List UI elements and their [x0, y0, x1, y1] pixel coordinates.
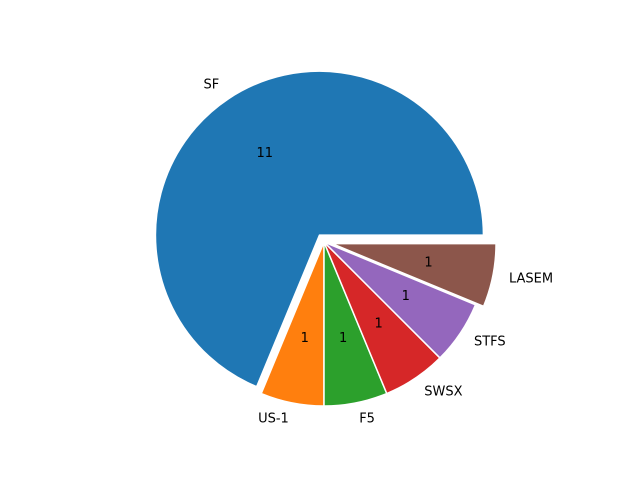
slice-label-f5: F5 — [359, 411, 375, 426]
slice-value-us-1: 1 — [301, 331, 309, 346]
slice-value-stfs: 1 — [402, 289, 410, 304]
slice-value-f5: 1 — [339, 331, 347, 346]
slice-label-lasem: LASEM — [509, 271, 553, 286]
slice-value-lasem: 1 — [424, 255, 432, 270]
slice-value-swsx: 1 — [375, 316, 383, 331]
slice-label-stfs: STFS — [474, 335, 506, 350]
slice-label-swsx: SWSX — [424, 384, 462, 399]
pie-labels: SF 11 US-1 1 F5 1 SWSX 1 STFS 1 LASEM 1 — [203, 78, 553, 427]
slice-label-us-1: US-1 — [258, 411, 289, 426]
pie-slice-lasem — [331, 242, 497, 308]
pie-slice-stfs — [323, 241, 477, 359]
pie-slices — [154, 70, 497, 407]
pie-slice-sf — [154, 70, 485, 388]
slice-value-sf: 11 — [257, 146, 274, 161]
slice-label-sf: SF — [203, 78, 219, 93]
